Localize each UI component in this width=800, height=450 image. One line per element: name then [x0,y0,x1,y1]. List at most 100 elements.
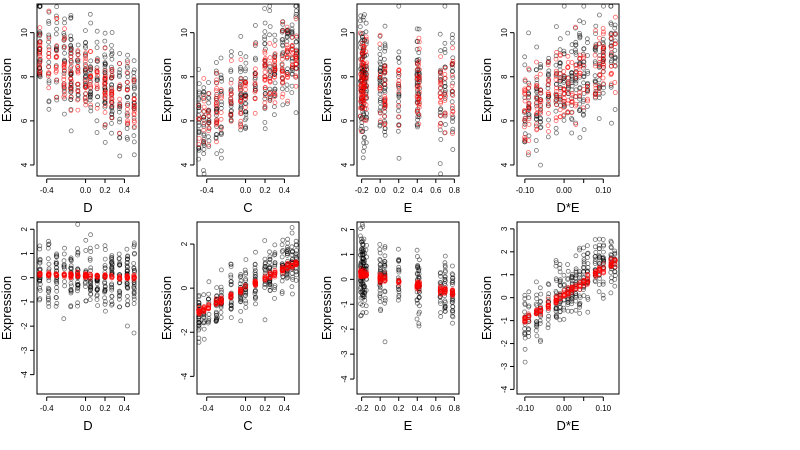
fitted-point [285,45,290,51]
fitted-point [293,73,299,79]
observed-point [46,297,51,303]
fitted-point [382,70,388,76]
fitted-point [75,274,80,280]
fitted-point [601,81,606,86]
observed-point [534,147,539,153]
fitted-point [593,274,599,280]
fitted-point [522,136,528,142]
observed-point [601,255,606,260]
fitted-point [600,47,606,53]
observed-point [243,292,249,298]
fitted-point [534,83,539,88]
fitted-point [597,41,602,46]
fitted-point [545,304,551,310]
y-tick-label: 1 [20,251,29,256]
fitted-point [218,87,224,93]
observed-point [534,95,540,101]
observed-point [534,116,539,122]
fitted-point [557,96,563,102]
observed-point [546,73,551,79]
y-tick-label: -1 [20,298,29,306]
plot-frame [516,3,620,177]
x-tick-label: 0.0 [240,404,252,413]
fitted-point [450,131,455,136]
observed-point [538,337,543,343]
fitted-point [593,269,599,275]
fitted-point [438,81,444,87]
fitted-point [262,48,268,54]
observed-point [377,246,383,252]
x-tick-label: 0.4 [279,404,291,413]
fitted-point [102,96,108,101]
fitted-point [443,288,448,294]
observed-point [94,39,100,45]
observed-point [289,83,295,89]
x-tick-label: 0.0 [80,186,92,195]
fitted-point [573,101,579,107]
fitted-point [382,101,388,107]
observed-point [585,40,590,46]
observed-point [102,287,108,293]
fitted-point [218,300,224,306]
observed-point [537,285,543,291]
fitted-point [612,90,618,95]
observed-point [109,43,114,48]
observed-point [600,292,606,298]
fitted-point [238,80,243,85]
observed-point [267,288,273,294]
observed-point [46,21,52,27]
observed-point [396,49,402,55]
fitted-point [124,87,130,93]
fitted-point [534,126,540,132]
observed-point [116,109,122,115]
x-tick-label: 0.10 [596,404,612,413]
fitted-point [613,14,618,20]
fitted-point [75,97,80,103]
observed-point [526,152,531,158]
observed-point [238,299,244,305]
observed-point [109,56,115,62]
fitted-point [252,96,258,102]
fitted-point [37,64,42,70]
observed-point [289,22,295,28]
observed-point [102,70,108,76]
fitted-point [450,103,455,109]
observed-point [206,100,212,106]
fitted-point [361,44,367,49]
observed-point [272,262,278,268]
observed-point [596,253,602,259]
fitted-point [285,75,291,80]
fitted-point [94,274,100,280]
x-tick-label: 0.2 [393,186,405,195]
observed-point [46,300,51,306]
observed-point [289,291,295,297]
observed-point [382,23,388,29]
observed-point [124,284,130,290]
observed-point [272,242,278,248]
fitted-point [262,69,268,75]
fitted-point [359,56,365,61]
observed-point [600,281,606,287]
observed-point [218,287,224,293]
fitted-point [262,61,268,67]
observed-point [577,18,582,24]
fitted-point [565,100,571,106]
fitted-point [562,73,567,79]
fitted-point [293,53,299,59]
observed-point [442,3,448,9]
observed-point [75,246,80,252]
observed-point [102,265,108,271]
observed-point [450,55,456,61]
observed-point [280,102,286,108]
fitted-point [54,95,59,100]
observed-point [95,285,100,291]
observed-point [612,248,618,254]
observed-point [272,287,277,293]
fitted-point [360,75,366,81]
observed-point [449,99,455,105]
fitted-point [201,127,207,133]
fitted-point [609,51,614,57]
observed-point [577,34,583,40]
observed-point [125,84,130,90]
fitted-point [131,111,137,116]
